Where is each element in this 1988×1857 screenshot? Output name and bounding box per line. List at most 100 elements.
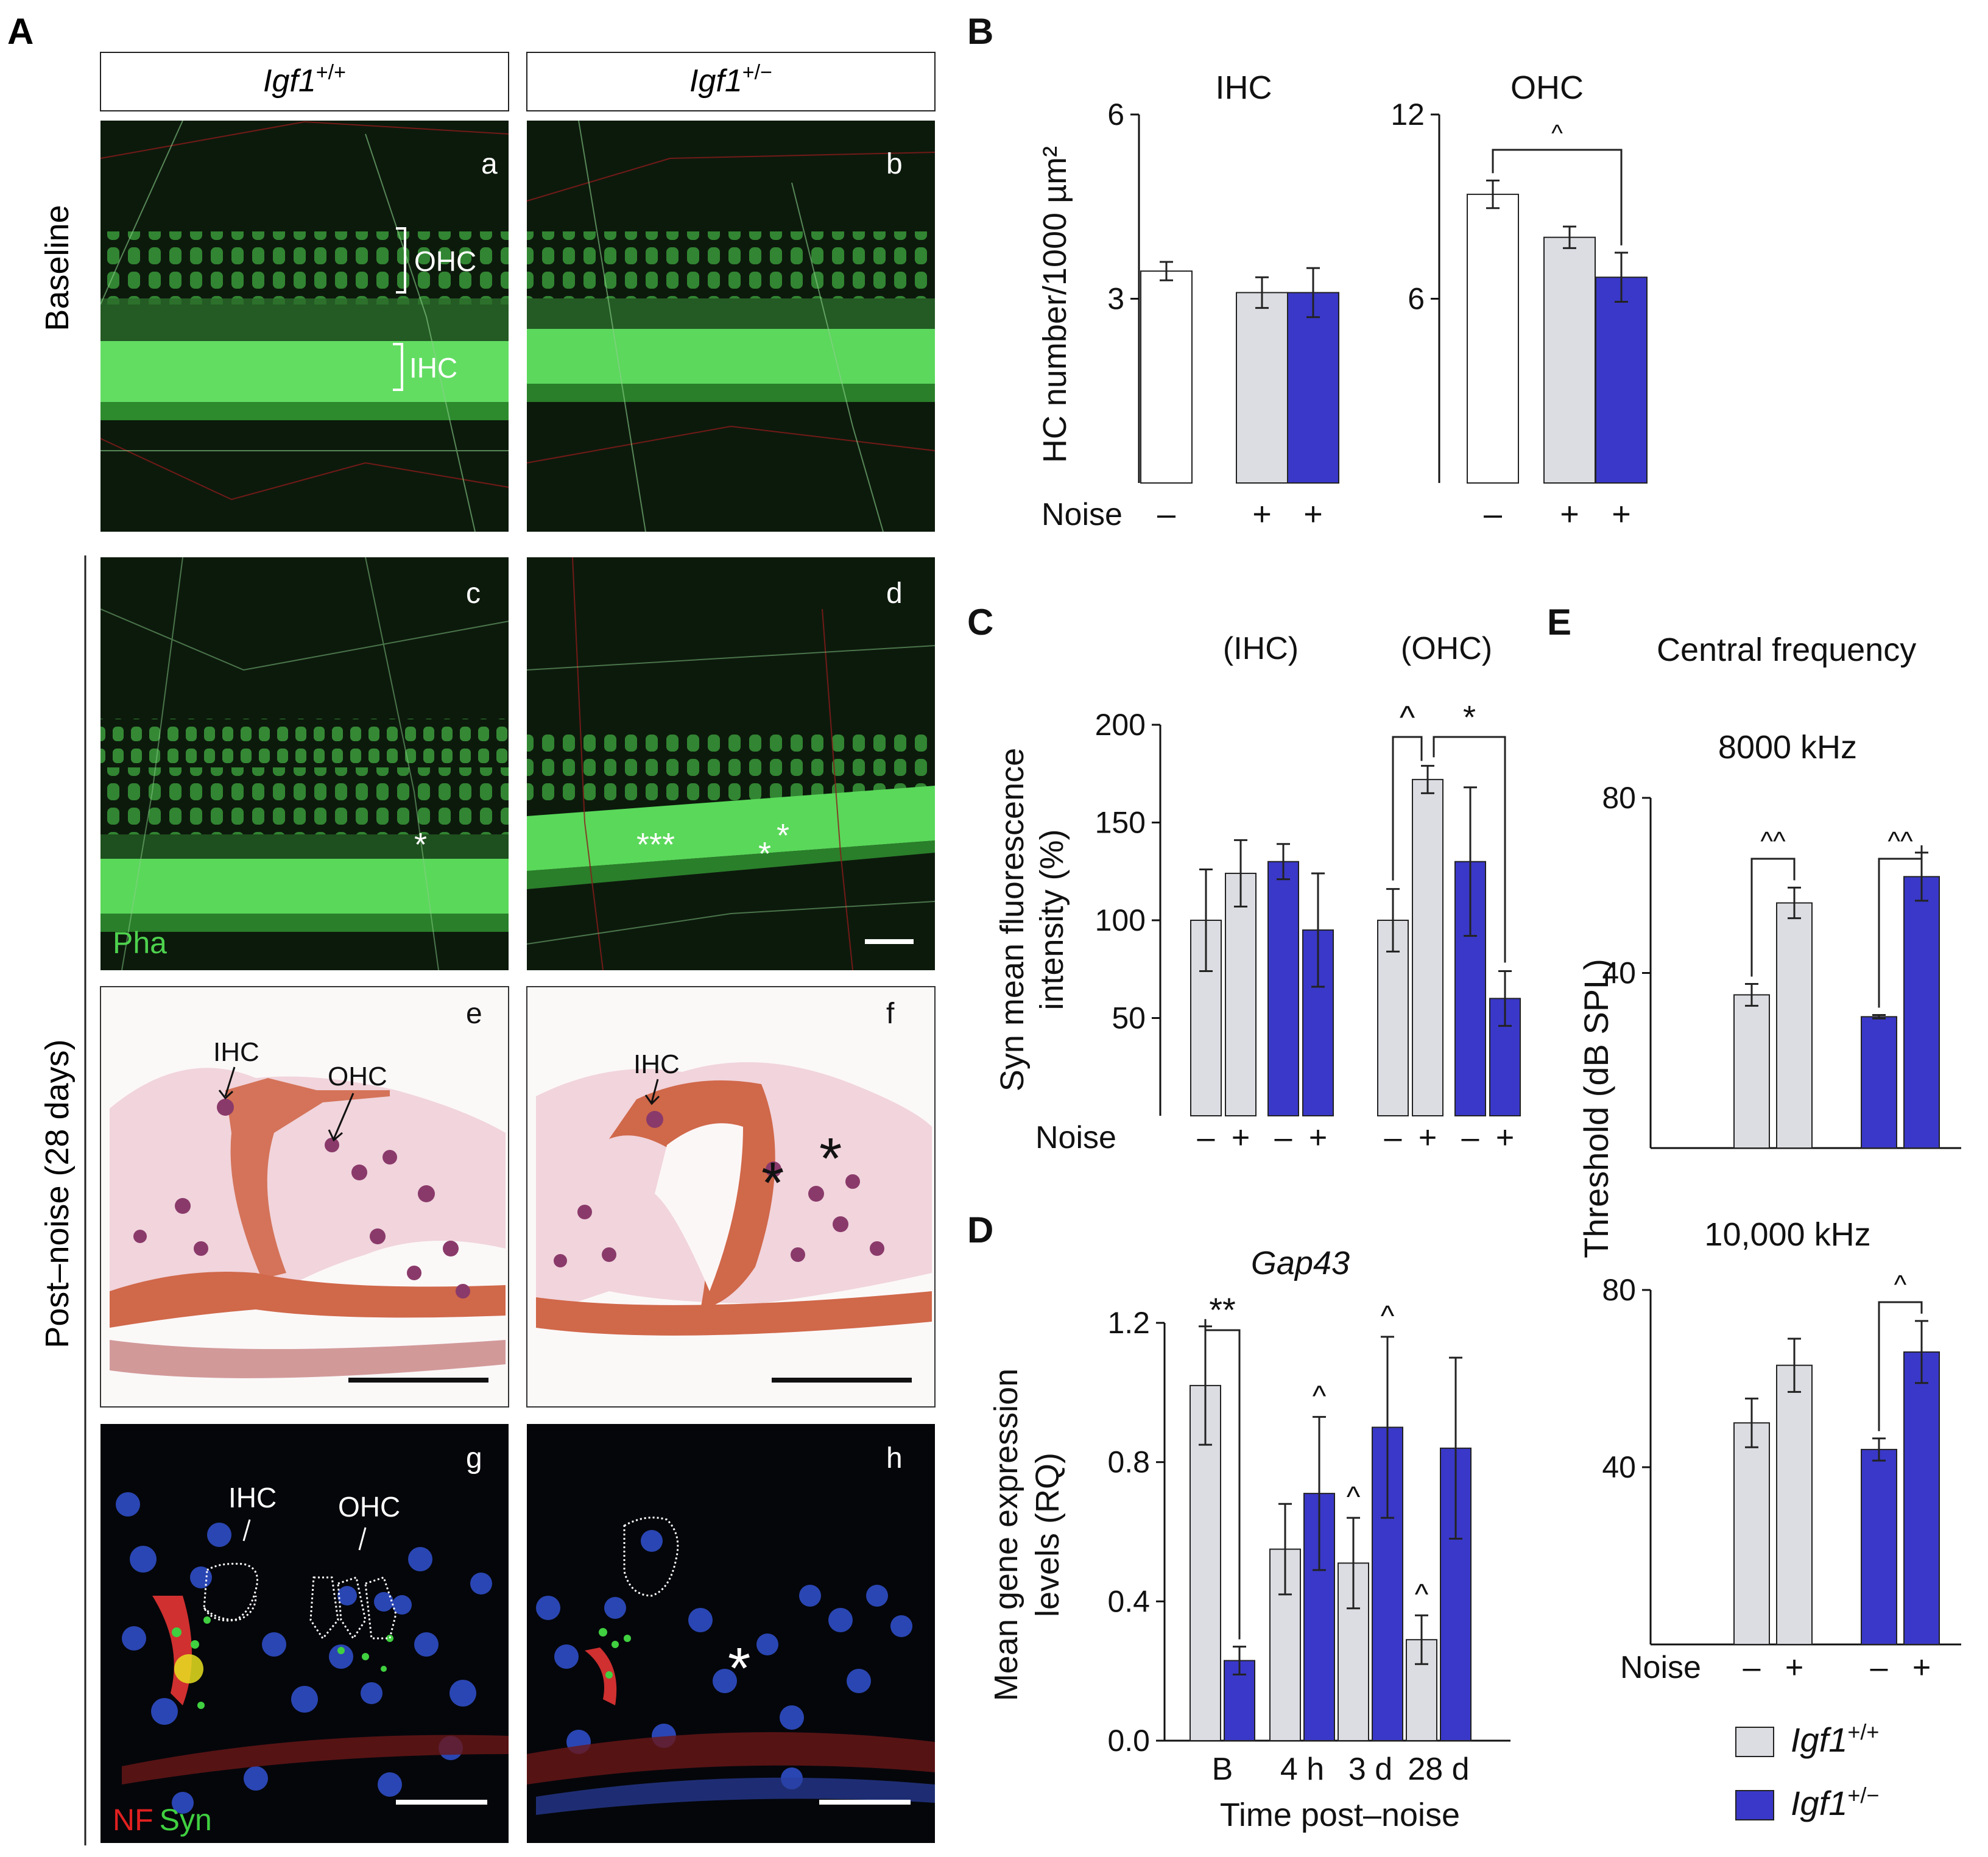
chart-e-noise-label: Noise xyxy=(1620,1650,1701,1685)
chart-e-x-tick: – xyxy=(1743,1650,1761,1685)
chart-d-significance-mark: ^ xyxy=(1415,1579,1429,1611)
chart-e-10000-significance-label: ^ xyxy=(1894,1270,1907,1300)
chart-b-ohc-x-tick: + xyxy=(1560,496,1579,532)
micrograph-b: b xyxy=(526,120,936,532)
chart-e-8000-significance-label: ^^ xyxy=(1760,826,1786,856)
chart-e-8000-significance-label: ^^ xyxy=(1888,826,1913,856)
chart-c-bar xyxy=(1377,920,1409,1116)
annotation-ohc-a: OHC xyxy=(414,245,476,277)
chart-c-x-tick: + xyxy=(1232,1120,1250,1155)
chart-e-10000-y-tick-label: 80 xyxy=(1602,1273,1636,1307)
panel-a-letter: A xyxy=(7,11,33,52)
micrograph-c: c * Pha xyxy=(100,557,509,971)
chart-b-ihc-x-tick: – xyxy=(1157,496,1176,532)
row-label-postnoise: Post–noise (28 days) xyxy=(39,1039,76,1348)
chart-e-10000-title: 10,000 kHz xyxy=(1704,1216,1870,1253)
chart-e-x-tick: + xyxy=(1912,1650,1931,1685)
chart-b-ihc-bar xyxy=(1140,270,1193,484)
scale-bar-h xyxy=(819,1800,911,1805)
chart-d-x-tick-label: 4 h xyxy=(1280,1752,1324,1787)
chart-b-ohc-title: OHC xyxy=(1510,69,1584,106)
annotation-stars-d-3: * xyxy=(777,817,789,854)
sublabel-c: c xyxy=(466,577,481,610)
chart-b-ohc-significance-label: ^ xyxy=(1551,120,1563,147)
annotation-ohc-g: OHC xyxy=(338,1491,400,1523)
chart-d-x-tick-label: 28 d xyxy=(1408,1752,1469,1787)
annotation-star-c: * xyxy=(414,826,427,863)
chart-e-8000-title: 8000 kHz xyxy=(1718,729,1857,766)
chart-b-ohc-y-tick-label: 12 xyxy=(1391,97,1425,132)
panel-e-letter: E xyxy=(1547,602,1571,643)
panel-d-letter: D xyxy=(967,1210,993,1250)
chart-b-ihc-title: IHC xyxy=(1216,69,1272,106)
chart-d-significance-bracket xyxy=(1204,1319,1241,1640)
annotation-ihc-e: IHC xyxy=(213,1037,259,1067)
annotation-stars-d-1: *** xyxy=(636,826,675,863)
chart-c-significance-bracket xyxy=(1433,736,1506,963)
chart-d-x-tick-label: 3 d xyxy=(1348,1752,1392,1787)
micrograph-d: d *** * * xyxy=(526,557,936,971)
chart-e-8000-significance-bracket xyxy=(1750,858,1796,977)
chart-e-8000-significance-bracket xyxy=(1878,845,1923,1008)
stain-legend-g: NF Syn xyxy=(113,1803,212,1837)
chart-c-y-tick-label: 150 xyxy=(1095,806,1146,840)
chart-b-ohc-x-tick: – xyxy=(1484,496,1502,532)
chart-c-ylabel-line2: intensity (%) xyxy=(1034,829,1070,1010)
chart-b-ohc-bar xyxy=(1595,277,1648,484)
chart-e-10000-bar xyxy=(1776,1364,1813,1646)
chart-b-ihc-x-tick: + xyxy=(1303,496,1323,532)
panel-b-letter: B xyxy=(967,11,993,52)
chart-d-y-tick-label: 0.4 xyxy=(1107,1584,1150,1618)
chart-e-ylabel: Threshold (dB SPL) xyxy=(1577,959,1615,1258)
sublabel-g: g xyxy=(466,1442,482,1475)
chart-e-8000-bar xyxy=(1861,1016,1897,1149)
chart-c-y-tick-label: 200 xyxy=(1095,708,1146,742)
chart-b-ihc-bar xyxy=(1287,292,1339,484)
chart-e-10000-bar xyxy=(1861,1448,1897,1645)
chart-e-8000-bar xyxy=(1733,994,1770,1149)
legend-swatch-het xyxy=(1735,1790,1774,1820)
chart-c-x-tick: + xyxy=(1419,1120,1437,1155)
legend-label-het: Igf1+/− xyxy=(1791,1783,1879,1822)
chart-c-y-tick-label: 50 xyxy=(1112,1001,1146,1035)
annotation-ihc-a: IHC xyxy=(409,352,457,384)
chart-b-ihc-y-tick-label: 3 xyxy=(1107,282,1124,316)
sublabel-b: b xyxy=(886,148,903,180)
annotation-ihc-g: IHC xyxy=(228,1482,277,1513)
micrograph-g: g IHC OHC NF Syn xyxy=(100,1424,509,1843)
annotation-star-f-1: * xyxy=(761,1150,784,1216)
chart-e-10000-bar xyxy=(1733,1422,1770,1645)
chart-d-xlabel: Time post–noise xyxy=(1220,1797,1460,1833)
chart-b-ihc-y-tick-label: 6 xyxy=(1107,97,1124,132)
chart-d-title: Gap43 xyxy=(1251,1245,1350,1281)
chart-e-8000-y-tick-label: 80 xyxy=(1602,781,1636,815)
chart-c-y-tick-label: 100 xyxy=(1095,903,1146,937)
chart-c-significance-bracket xyxy=(1392,736,1423,881)
legend-label-wt: Igf1+/+ xyxy=(1791,1719,1879,1759)
chart-c-bar xyxy=(1267,861,1299,1116)
chart-d-significance-mark: ^ xyxy=(1347,1481,1361,1513)
row-label-baseline: Baseline xyxy=(39,205,76,331)
panel-c-letter: C xyxy=(967,602,993,643)
chart-d-y-tick-label: 1.2 xyxy=(1107,1306,1150,1340)
chart-b-ylabel: HC number/1000 µm² xyxy=(1037,146,1073,463)
legend-swatch-wt xyxy=(1735,1727,1774,1757)
chart-d-x-tick-label: B xyxy=(1212,1752,1233,1787)
chart-d-ylabel-line2: levels (RQ) xyxy=(1029,1453,1066,1617)
chart-c-x-tick: – xyxy=(1275,1120,1292,1155)
annotation-pha: Pha xyxy=(113,926,167,960)
chart-c-ylabel-line1: Syn mean fluorescence xyxy=(994,748,1031,1091)
chart-c-significance-label: * xyxy=(1463,699,1476,736)
micrograph-e: e IHC OHC xyxy=(100,986,509,1408)
chart-c-bar xyxy=(1489,998,1521,1117)
scale-bar-f xyxy=(772,1378,912,1383)
chart-d-significance-mark: ^ xyxy=(1313,1380,1327,1412)
annotation-ihc-f: IHC xyxy=(633,1049,680,1079)
chart-e-10000-bar xyxy=(1903,1351,1940,1646)
col-header-het-box xyxy=(526,52,936,111)
col-header-wt-box xyxy=(100,52,509,111)
micrograph-a: a OHC IHC xyxy=(100,120,509,532)
chart-b-ohc-significance-bracket xyxy=(1492,149,1623,245)
chart-c-x-tick: – xyxy=(1462,1120,1479,1155)
